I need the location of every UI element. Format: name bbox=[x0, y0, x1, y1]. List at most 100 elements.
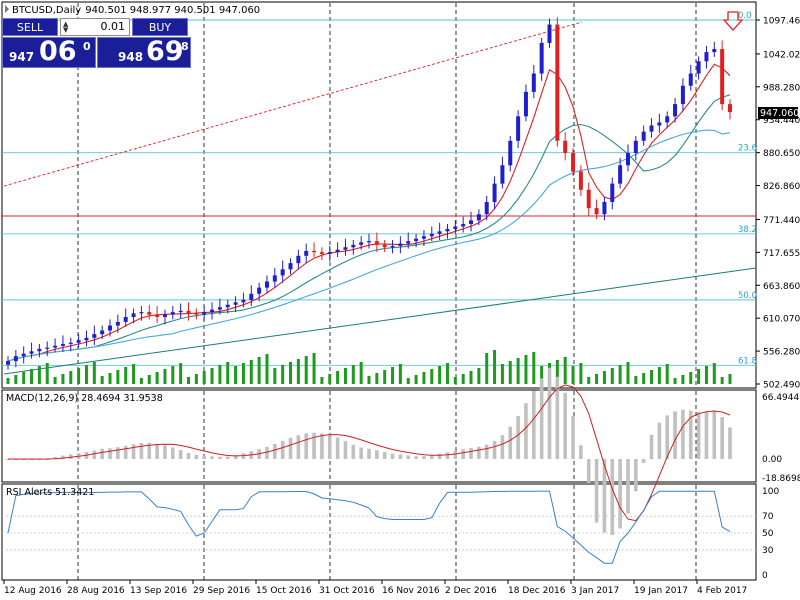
candle-body bbox=[53, 345, 58, 348]
rsi-tick-label: 0 bbox=[762, 571, 768, 581]
rsi-line bbox=[7, 490, 731, 564]
candle-body bbox=[92, 334, 97, 338]
volume-bar bbox=[147, 375, 151, 384]
volume-bar bbox=[540, 366, 544, 384]
candle-body bbox=[115, 321, 120, 326]
macd-histogram-bar bbox=[688, 410, 693, 459]
candle-body bbox=[633, 140, 638, 154]
volume-bar bbox=[524, 355, 528, 384]
macd-histogram-bar bbox=[210, 456, 214, 459]
candle-body bbox=[351, 244, 356, 248]
candle-body bbox=[571, 153, 576, 172]
candle-body bbox=[461, 224, 466, 227]
candle-body bbox=[304, 250, 309, 256]
price-tick-label: 610.070 bbox=[763, 315, 800, 325]
candle-body bbox=[155, 314, 160, 318]
sell-price-big: 06 bbox=[39, 36, 77, 67]
macd-histogram-bar bbox=[429, 454, 434, 459]
volume-bar bbox=[610, 368, 614, 384]
candle-body bbox=[531, 73, 536, 92]
buy-button[interactable]: BUY bbox=[132, 18, 188, 36]
macd-histogram-bar bbox=[665, 415, 670, 459]
lot-spinner-icon[interactable]: ▲ ▼ bbox=[63, 20, 69, 34]
svg-text:947.060: 947.060 bbox=[760, 108, 799, 119]
candle-body bbox=[296, 255, 301, 264]
volume-bar bbox=[69, 371, 73, 384]
fib-level-label: 38.2 bbox=[738, 225, 757, 235]
sell-button[interactable]: SELL bbox=[2, 18, 58, 36]
candle-body bbox=[680, 85, 685, 105]
price-tick-label: 502.490 bbox=[763, 381, 800, 391]
header-triangle-icon bbox=[5, 5, 9, 13]
volume-bar bbox=[406, 378, 410, 384]
candle-body bbox=[241, 299, 246, 303]
macd-histogram-bar bbox=[375, 450, 379, 459]
candle-body bbox=[429, 233, 434, 237]
candle-body bbox=[523, 91, 528, 117]
candle-body bbox=[445, 228, 450, 232]
candle-body bbox=[382, 244, 387, 248]
candle-body bbox=[280, 269, 285, 276]
macd-histogram-bar bbox=[233, 455, 238, 459]
macd-histogram-bar bbox=[712, 410, 717, 459]
volume-bar bbox=[281, 365, 285, 384]
volume-bar bbox=[391, 367, 395, 384]
candle-body bbox=[257, 287, 262, 294]
volume-bar bbox=[132, 364, 136, 384]
candle-body bbox=[641, 131, 646, 141]
candle-body bbox=[76, 340, 81, 343]
buy-price-box[interactable]: 948 69 8 bbox=[97, 36, 191, 68]
macd-histogram-bar bbox=[618, 459, 622, 529]
sell-price-small: 947 bbox=[9, 50, 35, 64]
candle-body bbox=[367, 241, 371, 243]
sell-price-box[interactable]: 947 06 0 bbox=[2, 36, 96, 68]
price-tick-label: 717.655 bbox=[763, 249, 800, 259]
macd-histogram-bar bbox=[171, 447, 175, 459]
candle-body bbox=[100, 330, 105, 335]
macd-histogram-bar bbox=[492, 440, 497, 459]
price-tick-label: 1042.020 bbox=[763, 50, 800, 60]
volume-bar bbox=[14, 375, 18, 384]
symbol-info: BTCUSD,Daily bbox=[12, 5, 81, 16]
macd-histogram-bar bbox=[155, 443, 159, 459]
candle-body bbox=[288, 263, 293, 270]
volume-bar bbox=[116, 370, 120, 384]
macd-histogram-bar bbox=[626, 459, 630, 514]
volume-bar bbox=[163, 369, 167, 384]
price-candles[interactable] bbox=[6, 17, 732, 370]
candle-body bbox=[728, 104, 732, 113]
volume-bar bbox=[704, 366, 708, 384]
volume-bar bbox=[312, 353, 316, 384]
rsi-panel: 100 70 50 30 0 bbox=[2, 487, 779, 581]
macd-histogram-bar bbox=[649, 434, 654, 459]
candle-body bbox=[688, 73, 693, 86]
macd-histogram-bar bbox=[594, 459, 599, 523]
volume-bar bbox=[100, 376, 104, 384]
candle-body bbox=[516, 116, 521, 141]
volume-bar bbox=[500, 364, 504, 384]
volume-bar bbox=[626, 362, 630, 384]
macd-histogram-bar bbox=[335, 437, 340, 459]
down-arrow-icon bbox=[722, 11, 744, 31]
volume-bar bbox=[336, 371, 340, 384]
volume-bar bbox=[438, 366, 442, 384]
volume-bar bbox=[445, 363, 449, 384]
candle-body bbox=[147, 312, 152, 315]
candle-body bbox=[312, 250, 317, 253]
volume-bar bbox=[171, 366, 175, 384]
trend-lines bbox=[2, 21, 757, 375]
macd-histogram-bar bbox=[516, 415, 520, 459]
lot-size-input[interactable]: ▲ ▼ 0.01 bbox=[60, 18, 130, 36]
macd-histogram-bar bbox=[296, 435, 301, 459]
macd-histogram-bar bbox=[367, 448, 371, 459]
macd-histogram-bar bbox=[539, 378, 544, 459]
buy-price-sup: 8 bbox=[181, 40, 189, 53]
volume-bar bbox=[493, 350, 497, 384]
candle-body bbox=[13, 356, 18, 362]
macd-histogram-bar bbox=[382, 452, 387, 459]
macd-histogram-bar bbox=[304, 433, 309, 459]
candle-body bbox=[453, 226, 458, 229]
volume-bar bbox=[516, 358, 520, 384]
